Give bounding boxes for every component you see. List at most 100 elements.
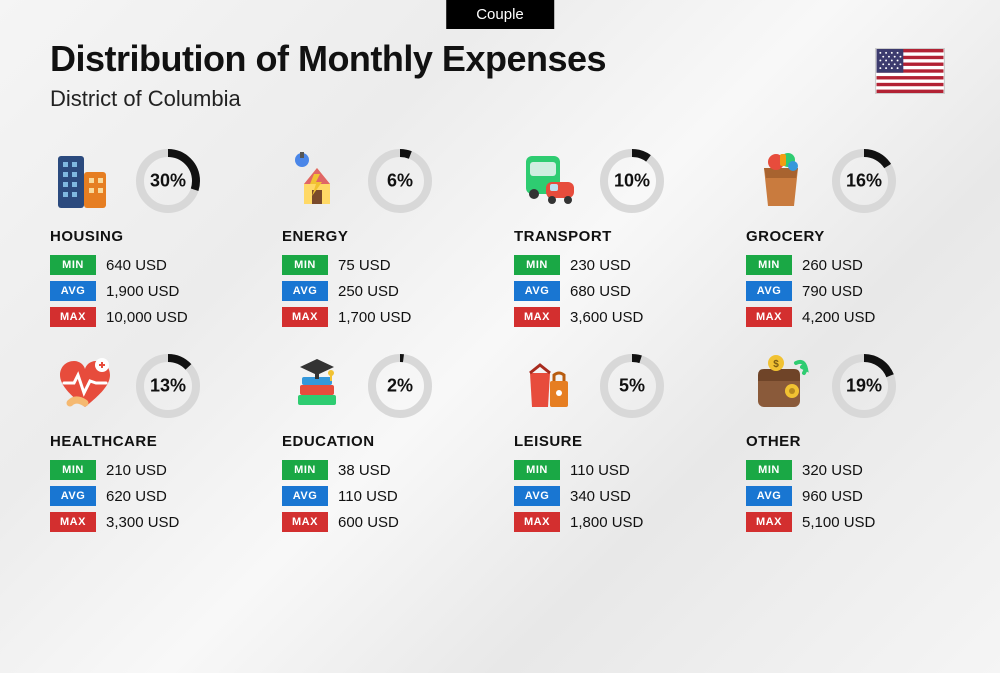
stat-row-max: MAX 1,800 USD bbox=[514, 512, 718, 532]
stat-row-avg: AVG 620 USD bbox=[50, 486, 254, 506]
healthcare-icon bbox=[50, 351, 120, 421]
expense-card: 2% EDUCATION MIN 38 USD AVG 110 USD MAX … bbox=[282, 351, 486, 538]
min-label: MIN bbox=[282, 460, 328, 480]
avg-label: AVG bbox=[514, 486, 560, 506]
avg-value: 110 USD bbox=[338, 488, 398, 505]
percentage-value: 5% bbox=[619, 376, 645, 397]
expense-card: 5% LEISURE MIN 110 USD AVG 340 USD MAX 1… bbox=[514, 351, 718, 538]
max-value: 600 USD bbox=[338, 514, 399, 531]
min-value: 230 USD bbox=[570, 257, 631, 274]
min-value: 110 USD bbox=[570, 462, 630, 479]
percentage-ring: 2% bbox=[366, 352, 434, 420]
stat-row-max: MAX 4,200 USD bbox=[746, 307, 950, 327]
page-subtitle: District of Columbia bbox=[50, 86, 950, 112]
stat-row-min: MIN 320 USD bbox=[746, 460, 950, 480]
min-value: 320 USD bbox=[802, 462, 863, 479]
leisure-icon bbox=[514, 351, 584, 421]
stat-row-min: MIN 75 USD bbox=[282, 255, 486, 275]
expense-card: 30% HOUSING MIN 640 USD AVG 1,900 USD MA… bbox=[50, 146, 254, 333]
avg-value: 250 USD bbox=[338, 283, 399, 300]
percentage-value: 2% bbox=[387, 376, 413, 397]
percentage-value: 13% bbox=[150, 376, 186, 397]
stat-row-max: MAX 5,100 USD bbox=[746, 512, 950, 532]
percentage-value: 30% bbox=[150, 171, 186, 192]
min-label: MIN bbox=[746, 460, 792, 480]
avg-value: 680 USD bbox=[570, 283, 631, 300]
min-value: 210 USD bbox=[106, 462, 167, 479]
percentage-value: 10% bbox=[614, 171, 650, 192]
avg-label: AVG bbox=[514, 281, 560, 301]
category-name: EDUCATION bbox=[282, 433, 486, 450]
category-name: TRANSPORT bbox=[514, 228, 718, 245]
max-label: MAX bbox=[282, 512, 328, 532]
education-icon bbox=[282, 351, 352, 421]
grocery-icon bbox=[746, 146, 816, 216]
stat-row-min: MIN 640 USD bbox=[50, 255, 254, 275]
max-value: 3,600 USD bbox=[570, 309, 643, 326]
category-name: LEISURE bbox=[514, 433, 718, 450]
max-label: MAX bbox=[514, 512, 560, 532]
min-label: MIN bbox=[282, 255, 328, 275]
percentage-value: 16% bbox=[846, 171, 882, 192]
other-icon: $ bbox=[746, 351, 816, 421]
stat-row-max: MAX 3,300 USD bbox=[50, 512, 254, 532]
percentage-value: 19% bbox=[846, 376, 882, 397]
stat-row-max: MAX 10,000 USD bbox=[50, 307, 254, 327]
avg-label: AVG bbox=[746, 486, 792, 506]
max-label: MAX bbox=[746, 307, 792, 327]
percentage-value: 6% bbox=[387, 171, 413, 192]
stat-row-min: MIN 260 USD bbox=[746, 255, 950, 275]
stat-row-max: MAX 600 USD bbox=[282, 512, 486, 532]
us-flag-icon bbox=[875, 48, 945, 94]
category-name: ENERGY bbox=[282, 228, 486, 245]
expense-card: 16% GROCERY MIN 260 USD AVG 790 USD MAX … bbox=[746, 146, 950, 333]
percentage-ring: 10% bbox=[598, 147, 666, 215]
expense-card: 10% TRANSPORT MIN 230 USD AVG 680 USD MA… bbox=[514, 146, 718, 333]
avg-value: 1,900 USD bbox=[106, 283, 179, 300]
stat-row-avg: AVG 250 USD bbox=[282, 281, 486, 301]
max-label: MAX bbox=[50, 307, 96, 327]
percentage-ring: 16% bbox=[830, 147, 898, 215]
category-name: GROCERY bbox=[746, 228, 950, 245]
stat-row-max: MAX 3,600 USD bbox=[514, 307, 718, 327]
energy-icon bbox=[282, 146, 352, 216]
stat-row-avg: AVG 960 USD bbox=[746, 486, 950, 506]
avg-label: AVG bbox=[282, 281, 328, 301]
max-value: 5,100 USD bbox=[802, 514, 875, 531]
avg-label: AVG bbox=[746, 281, 792, 301]
max-value: 10,000 USD bbox=[106, 309, 188, 326]
transport-icon bbox=[514, 146, 584, 216]
svg-text:$: $ bbox=[773, 359, 779, 370]
min-label: MIN bbox=[514, 460, 560, 480]
max-label: MAX bbox=[514, 307, 560, 327]
min-label: MIN bbox=[514, 255, 560, 275]
percentage-ring: 5% bbox=[598, 352, 666, 420]
expense-card: $ 19% OTHER MIN 320 USD AVG 960 USD MAX … bbox=[746, 351, 950, 538]
percentage-ring: 13% bbox=[134, 352, 202, 420]
stat-row-avg: AVG 110 USD bbox=[282, 486, 486, 506]
page-title: Distribution of Monthly Expenses bbox=[50, 38, 950, 80]
avg-value: 790 USD bbox=[802, 283, 863, 300]
stat-row-min: MIN 210 USD bbox=[50, 460, 254, 480]
max-label: MAX bbox=[282, 307, 328, 327]
min-value: 75 USD bbox=[338, 257, 391, 274]
max-value: 4,200 USD bbox=[802, 309, 875, 326]
min-label: MIN bbox=[50, 255, 96, 275]
min-value: 640 USD bbox=[106, 257, 167, 274]
avg-value: 620 USD bbox=[106, 488, 167, 505]
stat-row-min: MIN 38 USD bbox=[282, 460, 486, 480]
max-value: 1,700 USD bbox=[338, 309, 411, 326]
max-label: MAX bbox=[50, 512, 96, 532]
min-label: MIN bbox=[50, 460, 96, 480]
stat-row-avg: AVG 340 USD bbox=[514, 486, 718, 506]
stat-row-avg: AVG 790 USD bbox=[746, 281, 950, 301]
expense-grid: 30% HOUSING MIN 640 USD AVG 1,900 USD MA… bbox=[0, 122, 1000, 568]
category-name: HOUSING bbox=[50, 228, 254, 245]
header: Distribution of Monthly Expenses Distric… bbox=[0, 0, 1000, 122]
max-label: MAX bbox=[746, 512, 792, 532]
min-value: 38 USD bbox=[338, 462, 391, 479]
stat-row-min: MIN 110 USD bbox=[514, 460, 718, 480]
min-value: 260 USD bbox=[802, 257, 863, 274]
category-name: HEALTHCARE bbox=[50, 433, 254, 450]
max-value: 3,300 USD bbox=[106, 514, 179, 531]
